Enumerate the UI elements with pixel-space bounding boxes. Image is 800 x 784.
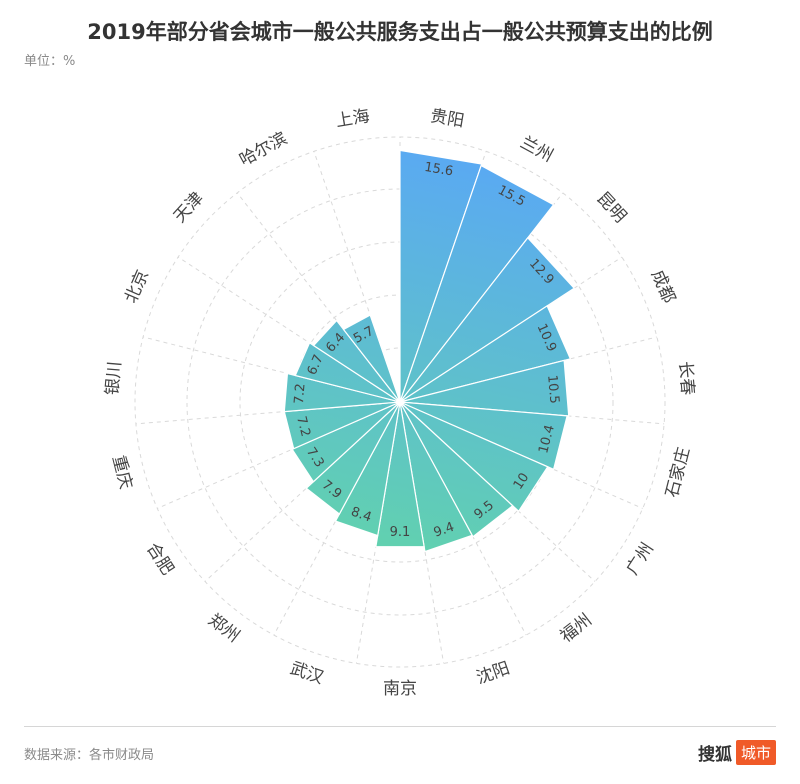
category-label-广州: 广州 xyxy=(623,539,658,578)
category-label-昆明: 昆明 xyxy=(592,188,630,227)
polar-bar-chart: 15.615.512.910.910.510.4109.59.49.18.47.… xyxy=(103,106,698,699)
chart-title: 2019年部分省会城市一般公共服务支出占一般公共预算支出的比例 xyxy=(87,20,713,44)
category-label-上海: 上海 xyxy=(334,106,371,131)
unit-label: 单位：% xyxy=(24,54,76,69)
bar-哈尔滨 xyxy=(342,314,401,403)
category-label-武汉: 武汉 xyxy=(287,658,326,688)
category-label-银川: 银川 xyxy=(103,361,126,397)
brand-text: 搜狐 xyxy=(697,745,732,765)
value-label-石家庄: 10.4 xyxy=(536,423,558,455)
category-label-郑州: 郑州 xyxy=(204,610,243,647)
category-label-天津: 天津 xyxy=(170,188,208,227)
footer-divider xyxy=(24,726,776,727)
category-label-石家庄: 石家庄 xyxy=(662,445,694,499)
category-label-北京: 北京 xyxy=(121,267,153,306)
data-source: 数据来源：各市财政局 xyxy=(24,748,155,763)
category-label-长春: 长春 xyxy=(675,361,698,397)
category-label-兰州: 兰州 xyxy=(517,133,556,167)
bars xyxy=(283,149,576,553)
category-label-成都: 成都 xyxy=(647,267,679,306)
brand-badge: 城市 xyxy=(735,740,776,765)
category-label-福州: 福州 xyxy=(557,610,596,647)
category-label-南京: 南京 xyxy=(383,679,417,699)
value-label-贵阳: 15.6 xyxy=(423,160,454,180)
category-label-哈尔滨: 哈尔滨 xyxy=(236,129,290,171)
value-label-武汉: 8.4 xyxy=(349,505,373,526)
brand-logo: 搜狐 城市 xyxy=(698,740,776,765)
category-label-贵阳: 贵阳 xyxy=(429,106,466,131)
value-label-银川: 7.2 xyxy=(292,383,309,405)
category-label-沈阳: 沈阳 xyxy=(474,658,513,688)
value-label-重庆: 7.2 xyxy=(293,415,313,439)
category-label-合肥: 合肥 xyxy=(142,539,177,578)
value-label-沈阳: 9.4 xyxy=(432,520,456,541)
value-label-南京: 9.1 xyxy=(390,525,411,540)
value-label-长春: 10.5 xyxy=(544,374,561,404)
category-label-重庆: 重庆 xyxy=(108,454,136,492)
